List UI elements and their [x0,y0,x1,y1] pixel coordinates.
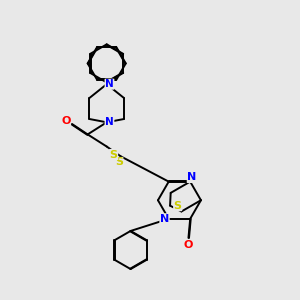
Text: S: S [110,149,118,160]
Text: N: N [160,214,169,224]
Text: N: N [105,79,114,89]
Text: O: O [184,240,193,250]
Text: S: S [115,158,123,167]
Text: O: O [61,116,70,126]
Text: N: N [105,117,114,127]
Text: N: N [187,172,196,182]
Text: S: S [174,201,182,211]
